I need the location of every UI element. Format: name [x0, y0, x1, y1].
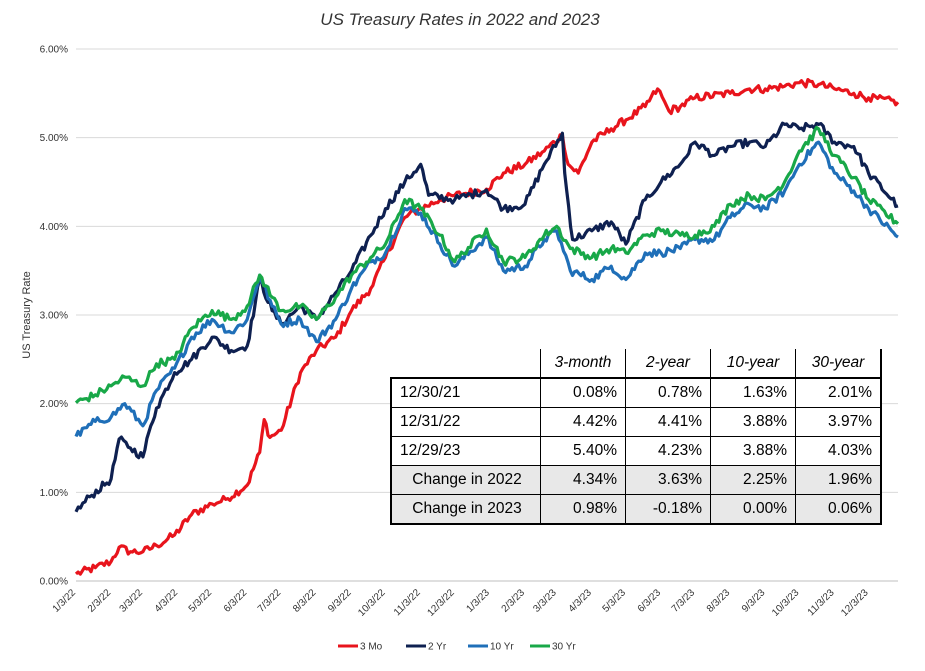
y-tick-label: 5.00% [40, 133, 68, 144]
table-cell: 1.96% [795, 465, 882, 495]
table-cell: 4.23% [625, 436, 711, 466]
table-row: Change in 2023 0.98% -0.18% 0.00% 0.06% [390, 494, 882, 525]
x-tick-label: 12/3/23 [839, 587, 871, 619]
legend-label: 3 Mo [360, 642, 383, 653]
x-tick-label: 5/3/23 [601, 587, 629, 615]
table-cell: 3.63% [625, 465, 711, 495]
x-tick-label: 4/3/22 [153, 587, 181, 615]
y-axis-label: US Treasury Rate [21, 271, 33, 358]
chart-title: US Treasury Rates in 2022 and 2023 [320, 10, 600, 29]
table-body: 12/30/21 0.08% 0.78% 1.63% 2.01% 12/31/22 4.42… [390, 377, 882, 525]
table-cell: 4.41% [625, 407, 711, 437]
legend-label: 2 Yr [428, 642, 447, 653]
y-tick-label: 0.00% [40, 577, 68, 588]
y-tick-label: 3.00% [40, 311, 68, 322]
y-tick-label: 2.00% [40, 399, 68, 410]
legend-label: 30 Yr [552, 642, 576, 653]
x-tick-label: 2/3/23 [500, 587, 528, 615]
table-cell: 0.98% [540, 494, 626, 525]
table-row-label: 12/30/21 [390, 377, 541, 408]
table-row-label: 12/29/23 [390, 436, 541, 466]
table-header-2-year: 2-year [625, 349, 711, 379]
y-tick-label: 6.00% [40, 45, 68, 56]
x-tick-label: 9/3/22 [326, 587, 354, 615]
table-cell: 0.78% [625, 377, 711, 408]
table-cell: 4.34% [540, 465, 626, 495]
x-tick-label: 2/3/22 [86, 587, 114, 615]
table-row-label: Change in 2023 [390, 494, 541, 525]
table-header-3-month: 3-month [540, 349, 626, 379]
table-cell: -0.18% [625, 494, 711, 525]
x-tick-label: 1/3/23 [465, 587, 493, 615]
x-tick-label: 6/3/22 [222, 587, 250, 615]
x-tick-label: 3/3/22 [118, 587, 146, 615]
table-cell: 0.06% [795, 494, 882, 525]
table-cell: 0.00% [710, 494, 796, 525]
table-row: Change in 2022 4.34% 3.63% 2.25% 1.96% [390, 465, 882, 495]
x-axis-ticks: 1/3/22 2/3/22 3/3/22 4/3/22 5/3/22 6/3/22 7/3/… [51, 587, 871, 619]
series-line-10-yr [74, 140, 899, 438]
table-cell: 0.08% [540, 377, 626, 408]
x-tick-label: 1/3/22 [51, 587, 79, 615]
table-cell: 4.03% [795, 436, 882, 466]
legend: 3 Mo 2 Yr 10 Yr 30 Yr [338, 642, 576, 653]
x-tick-label: 5/3/22 [187, 587, 215, 615]
table-cell: 3.88% [710, 436, 796, 466]
table-cell: 3.97% [795, 407, 882, 437]
x-tick-label: 6/3/23 [636, 587, 664, 615]
series-line-30-yr [74, 125, 900, 404]
x-tick-label: 8/3/22 [291, 587, 319, 615]
table-cell: 2.01% [795, 377, 882, 408]
table-row: 12/31/22 4.42% 4.41% 3.88% 3.97% [390, 407, 882, 437]
rates-summary-table: 3-month 2-year 10-year 30-year 12/30/21 0… [390, 349, 882, 525]
series-line-3-mo [74, 78, 900, 576]
table-row-label: 12/31/22 [390, 407, 541, 437]
table-header-row: 3-month 2-year 10-year 30-year [391, 349, 882, 379]
table-cell: 2.25% [710, 465, 796, 495]
series-line-2-yr [74, 121, 899, 513]
y-tick-label: 1.00% [40, 488, 68, 499]
x-tick-label: 11/3/23 [806, 587, 837, 618]
x-tick-label: 3/3/23 [531, 587, 559, 615]
table-header-10-year: 10-year [710, 349, 796, 379]
table-header-30-year: 30-year [795, 349, 882, 379]
table-row: 12/30/21 0.08% 0.78% 1.63% 2.01% [390, 377, 882, 408]
table-cell: 4.42% [540, 407, 626, 437]
x-tick-label: 9/3/23 [740, 587, 768, 615]
x-tick-label: 7/3/22 [256, 587, 284, 615]
x-tick-label: 10/3/22 [356, 587, 388, 619]
table-cell: 5.40% [540, 436, 626, 466]
y-tick-label: 4.00% [40, 222, 68, 233]
x-tick-label: 12/3/22 [425, 587, 457, 619]
x-tick-label: 4/3/23 [567, 587, 595, 615]
table-row-label: Change in 2022 [390, 465, 541, 495]
x-tick-label: 8/3/23 [705, 587, 733, 615]
table-header-corner [391, 349, 541, 378]
table-cell: 1.63% [710, 377, 796, 408]
legend-label: 10 Yr [490, 642, 514, 653]
series-lines [74, 78, 900, 576]
table-row: 12/29/23 5.40% 4.23% 3.88% 4.03% [390, 436, 882, 466]
table-cell: 3.88% [710, 407, 796, 437]
x-tick-label: 11/3/22 [392, 587, 423, 618]
y-axis-ticks: 0.00% 1.00% 2.00% 3.00% 4.00% 5.00% 6.00% [40, 45, 68, 588]
x-tick-label: 10/3/23 [770, 587, 802, 619]
x-tick-label: 7/3/23 [670, 587, 698, 615]
